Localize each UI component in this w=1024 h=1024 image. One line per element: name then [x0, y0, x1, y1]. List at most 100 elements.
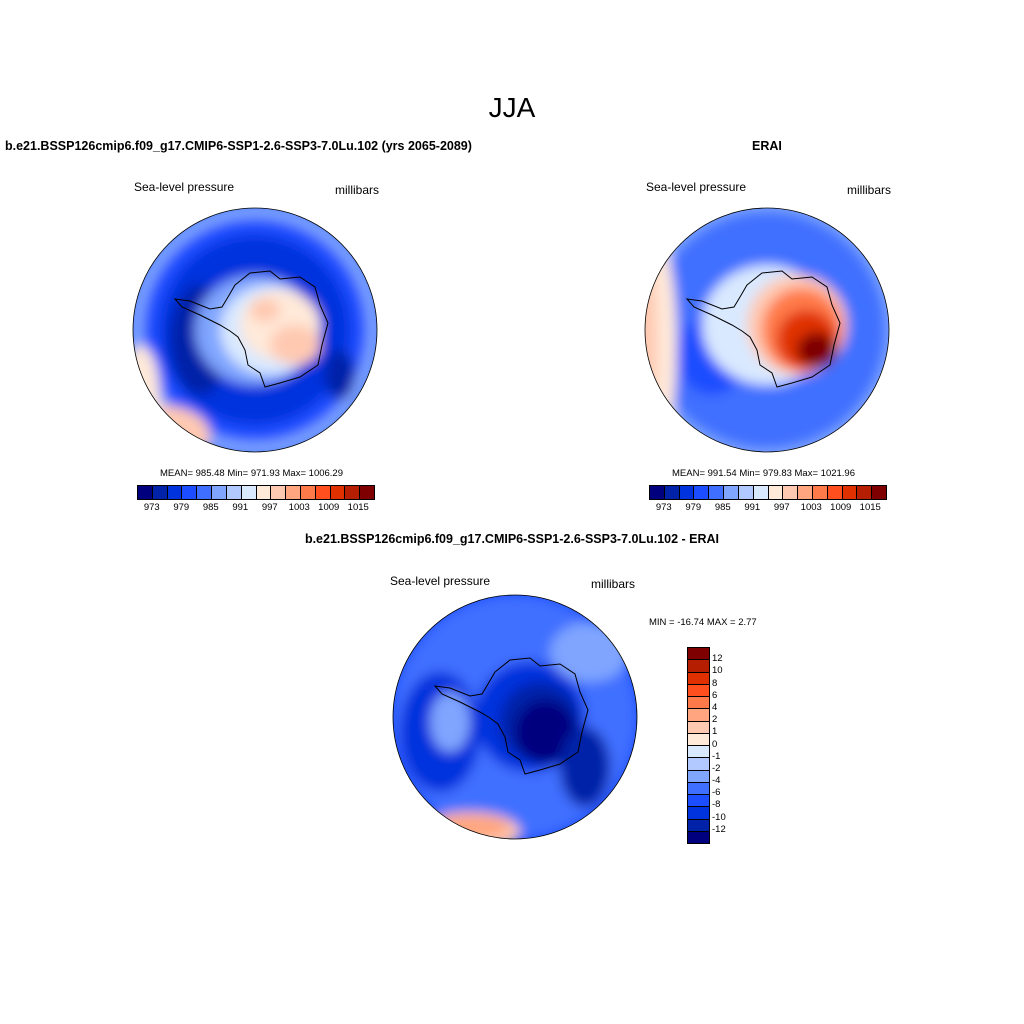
colorbar-box	[256, 486, 272, 499]
colorbar-box	[271, 486, 287, 499]
colorbar-tick-label: -4	[712, 775, 721, 787]
colorbar-box	[688, 831, 709, 843]
colorbar-box	[783, 486, 799, 499]
colorbar-box	[167, 486, 183, 499]
colorbar-tick-label: -2	[712, 762, 721, 774]
colorbar-tick-label: 1009	[318, 502, 340, 513]
colorbar-box	[688, 660, 709, 673]
colorbar-box	[768, 486, 784, 499]
panel3-stats: MIN = -16.74 MAX = 2.77	[649, 617, 757, 628]
colorbar-box	[688, 758, 709, 771]
colorbar-tick-label: -6	[712, 787, 721, 799]
contour-region	[515, 700, 575, 764]
colorbar-box	[345, 486, 361, 499]
panel3-title: b.e21.BSSP126cmip6.f09_g17.CMIP6-SSP1-2.…	[304, 532, 720, 546]
colorbar-box	[842, 486, 858, 499]
colorbar-box	[688, 795, 709, 808]
map-model-slp	[132, 207, 378, 453]
colorbar-box	[688, 697, 709, 710]
contour-region	[270, 325, 320, 365]
colorbar-box	[330, 486, 346, 499]
map-difference-slp	[392, 594, 638, 840]
panel3-units-label: millibars	[591, 577, 636, 591]
colorbar-box	[286, 486, 301, 499]
colorbar-tick-label: 1	[712, 726, 718, 738]
colorbar-tick-label: 6	[712, 689, 718, 701]
colorbar-tick-label: 1003	[800, 502, 822, 513]
map-boundary	[644, 207, 890, 453]
colorbar-box	[827, 486, 843, 499]
colorbar-tick-label: 991	[232, 502, 249, 513]
colorbar-box	[688, 807, 709, 820]
colorbar-box	[360, 486, 374, 499]
colorbar-tick-label: 0	[712, 738, 718, 750]
colorbar-box	[798, 486, 813, 499]
panel1-units-label: millibars	[335, 183, 380, 197]
contour-region	[560, 727, 610, 807]
colorbar-box	[679, 486, 695, 499]
colorbar-tick-label: 10	[712, 665, 723, 677]
colorbar-tick-label: 8	[712, 677, 718, 689]
colorbar-box	[694, 486, 710, 499]
contour-region	[430, 692, 470, 752]
colorbar-box	[241, 486, 257, 499]
colorbar-box	[688, 709, 709, 722]
panel1-stats: MEAN= 985.48 Min= 971.93 Max= 1006.29	[160, 468, 343, 479]
colorbar-box	[872, 486, 886, 499]
contour-region	[325, 350, 355, 400]
contour-region	[250, 298, 280, 322]
colorbar-box	[182, 486, 198, 499]
colorbar-tick-label: 4	[712, 701, 718, 713]
colorbar-box	[664, 486, 680, 499]
colorbar-box	[688, 819, 709, 832]
colorbar-tick-label: -12	[712, 823, 726, 835]
colorbar-tick-label: 997	[773, 502, 790, 513]
panel2-units-label: millibars	[847, 183, 892, 197]
panel2-title: ERAI	[752, 139, 782, 153]
colorbar-box	[688, 733, 709, 746]
colorbar-box	[688, 648, 709, 661]
panel1-variable-label: Sea-level pressure	[134, 180, 235, 194]
colorbar-box	[688, 782, 709, 795]
map-erai-slp	[644, 207, 890, 453]
colorbar-box	[812, 486, 828, 499]
colorbar-box	[152, 486, 168, 499]
colorbar-tick-label: 985	[714, 502, 731, 513]
colorbar-tick-label: -10	[712, 811, 726, 823]
colorbar-box	[688, 721, 709, 734]
antarctica-coastline	[433, 657, 589, 775]
contour-region	[645, 225, 657, 452]
colorbar-box	[688, 672, 709, 685]
colorbar-tick-label: -8	[712, 799, 721, 811]
colorbar-box	[688, 746, 709, 759]
colorbar-tick-label: 991	[744, 502, 761, 513]
antarctica-coastline	[685, 270, 841, 388]
map-boundary	[392, 594, 638, 840]
panel3-variable-label: Sea-level pressure	[390, 574, 491, 588]
panel1-title: b.e21.BSSP126cmip6.f09_g17.CMIP6-SSP1-2.…	[5, 139, 472, 153]
panel2-variable-label: Sea-level pressure	[646, 180, 747, 194]
colorbar-box	[724, 486, 739, 499]
panel2-stats: MEAN= 991.54 Min= 979.83 Max= 1021.96	[672, 468, 855, 479]
colorbar-tick-label: 997	[261, 502, 278, 513]
contour-region	[797, 332, 837, 368]
colorbar-box	[197, 486, 213, 499]
antarctica-coastline	[173, 270, 329, 388]
colorbar-tick-label: 985	[202, 502, 219, 513]
colorbar-tick-label: 979	[685, 502, 702, 513]
colorbar-box	[688, 684, 709, 697]
figure-title: JJA	[488, 92, 536, 123]
colorbar-tick-label: 1015	[859, 502, 881, 513]
colorbar-panel1	[137, 485, 375, 500]
colorbar-difference	[687, 647, 710, 844]
colorbar-box	[688, 770, 709, 783]
colorbar-tick-label: 2	[712, 714, 718, 726]
colorbar-box	[650, 486, 665, 499]
colorbar-tick-label: 979	[173, 502, 190, 513]
colorbar-box	[300, 486, 316, 499]
colorbar-box	[738, 486, 754, 499]
colorbar-tick-label: 1003	[288, 502, 310, 513]
contour-region	[430, 815, 510, 839]
colorbar-tick-label: -1	[712, 750, 721, 762]
